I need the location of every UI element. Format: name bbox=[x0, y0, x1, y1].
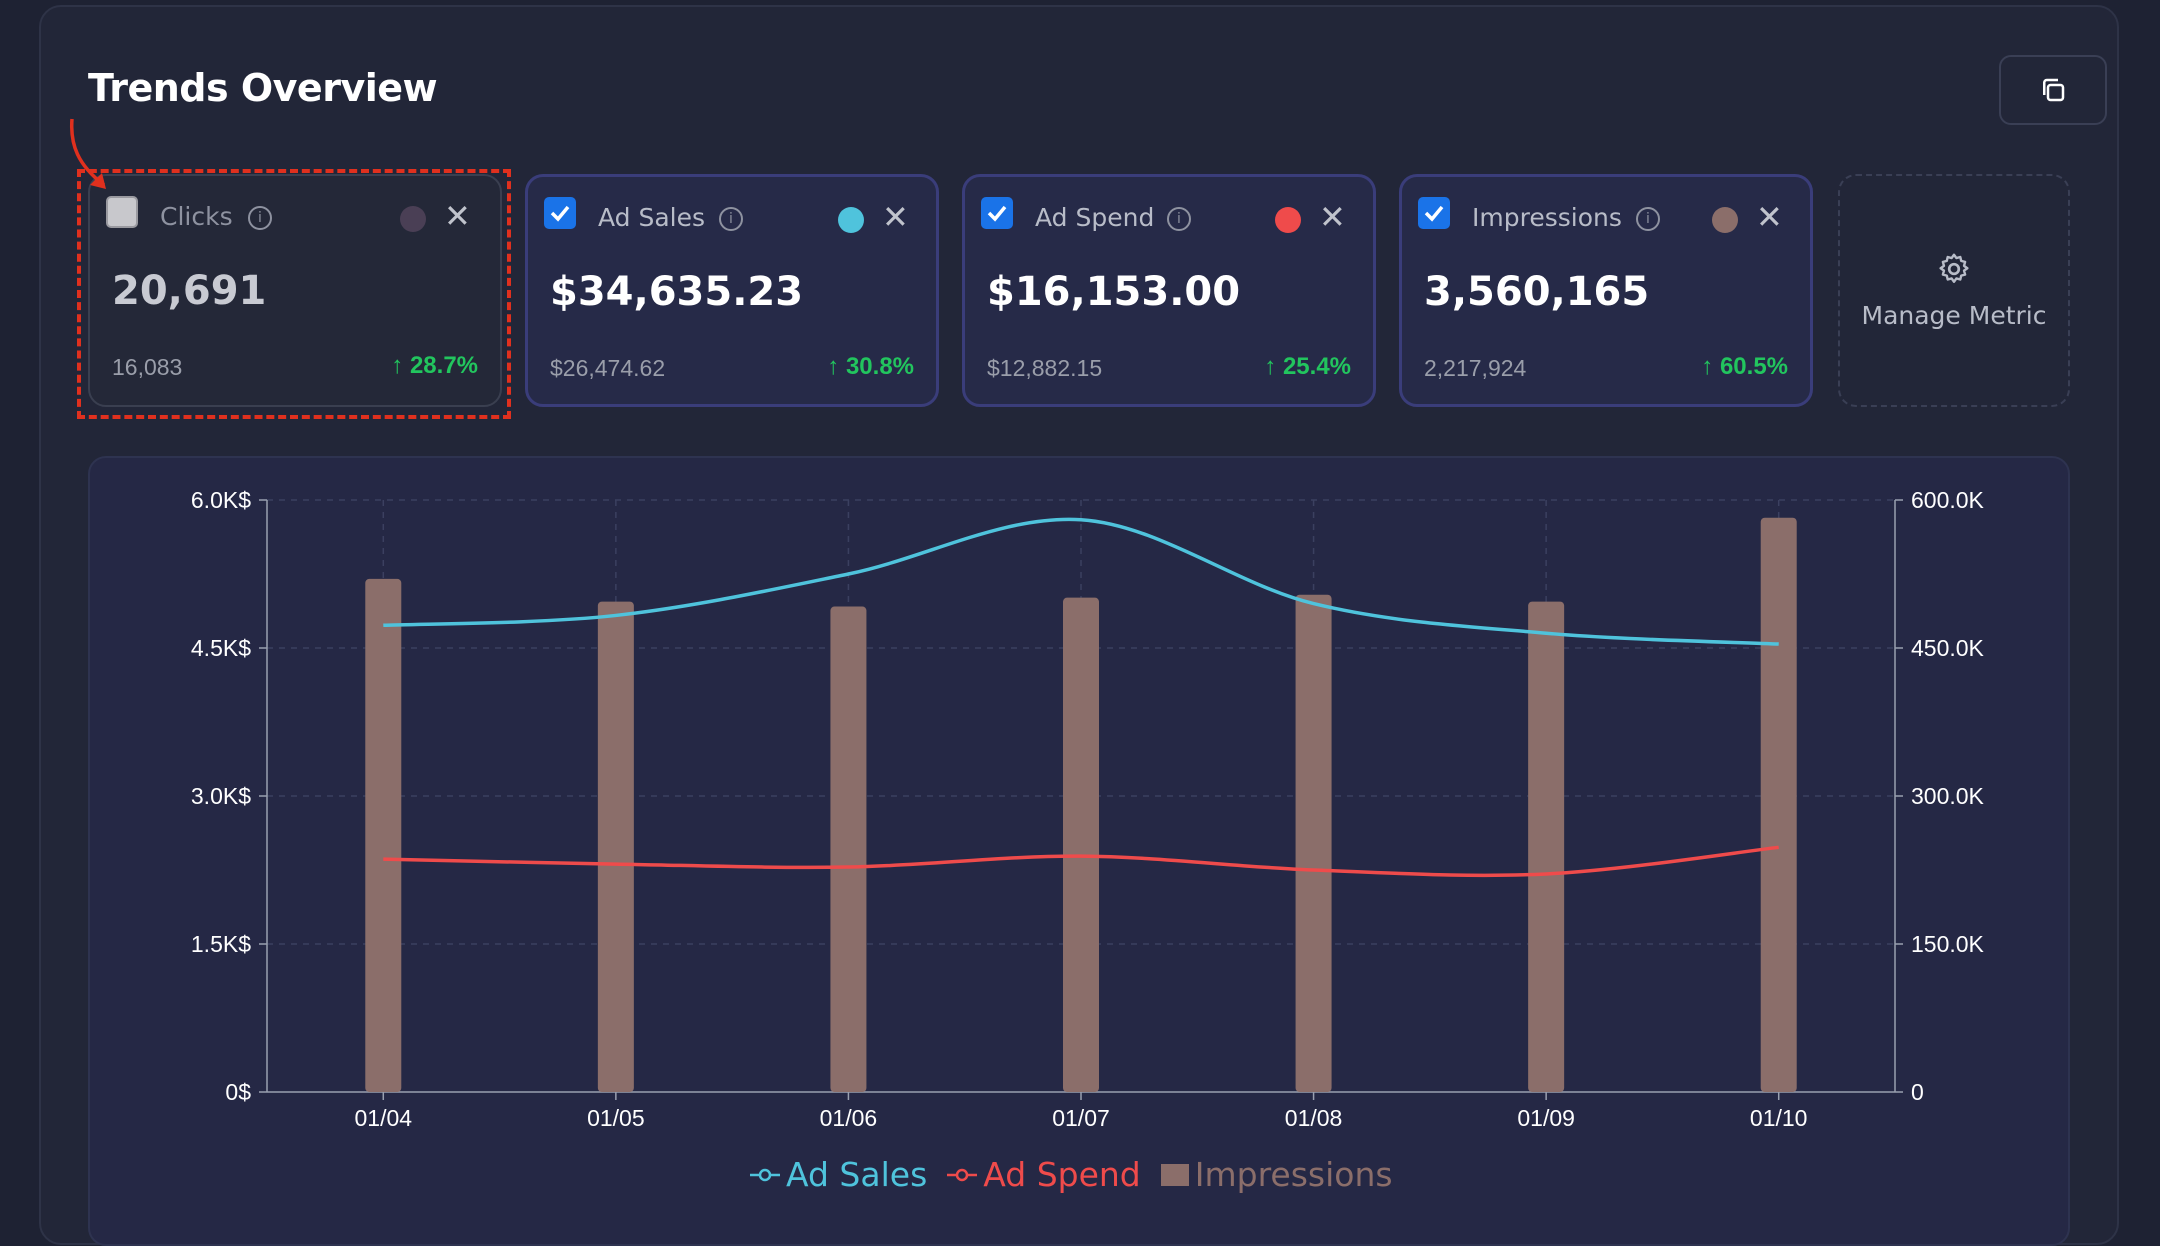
y-right-tick-label: 450.0K bbox=[1911, 635, 1985, 661]
manage-metric-label: Manage Metric bbox=[1861, 301, 2047, 330]
clicks-checkbox[interactable] bbox=[106, 196, 138, 228]
page-title: Trends Overview bbox=[88, 66, 438, 110]
y-right-tick-label: 300.0K bbox=[1911, 783, 1985, 809]
line-marker-icon bbox=[947, 1168, 978, 1181]
metric-previous: 16,083 bbox=[112, 354, 183, 380]
bar-impressions bbox=[1295, 594, 1332, 1092]
series-color-dot bbox=[838, 207, 864, 233]
metric-value: 20,691 bbox=[112, 268, 267, 314]
info-icon[interactable]: i bbox=[1167, 207, 1191, 231]
annotation-arrow bbox=[69, 118, 106, 189]
x-tick-label: 01/08 bbox=[1285, 1105, 1343, 1131]
metric-value: $16,153.00 bbox=[987, 269, 1241, 315]
check-icon bbox=[550, 205, 570, 222]
metric-previous: 2,217,924 bbox=[1424, 355, 1527, 381]
impressions-checkbox[interactable] bbox=[1418, 197, 1450, 229]
legend-item-ad-sales[interactable]: Ad Sales bbox=[750, 1155, 927, 1194]
metric-change: ↑ 30.8% bbox=[827, 353, 914, 380]
close-icon[interactable]: ✕ bbox=[1756, 198, 1783, 236]
bar-impressions bbox=[830, 606, 867, 1092]
x-tick-label: 01/07 bbox=[1052, 1105, 1110, 1131]
bar-impressions bbox=[1760, 517, 1797, 1092]
legend-item-ad-spend[interactable]: Ad Spend bbox=[947, 1155, 1141, 1194]
y-right-tick-label: 600.0K bbox=[1911, 487, 1985, 513]
manage-metric-button[interactable]: Manage Metric bbox=[1838, 174, 2070, 407]
bar-marker-icon bbox=[1160, 1163, 1189, 1186]
x-tick-label: 01/06 bbox=[820, 1105, 878, 1131]
legend-label: Ad Sales bbox=[786, 1155, 928, 1194]
close-icon[interactable]: ✕ bbox=[882, 198, 909, 236]
series-color-dot bbox=[1275, 207, 1301, 233]
metric-change: ↑ 25.4% bbox=[1264, 353, 1351, 380]
metric-card-impressions[interactable]: Impressions i ✕ 3,560,165 2,217,924 ↑ 60… bbox=[1399, 174, 1813, 407]
trends-chart: 0$ 1.5K$ 3.0K$ 4.5K$ 6.0K$ 0 150.0K 300.0K 450.0… bbox=[191, 487, 1985, 1131]
line-ad-spend bbox=[383, 845, 1779, 878]
bar-impressions bbox=[1063, 597, 1099, 1092]
metric-card-ad-spend[interactable]: Ad Spend i ✕ $16,153.00 $12,882.15 ↑ 25.… bbox=[962, 174, 1376, 407]
close-icon[interactable]: ✕ bbox=[444, 197, 471, 235]
x-tick-label: 01/04 bbox=[355, 1105, 413, 1131]
y-right-tick-label: 0 bbox=[1911, 1079, 1924, 1105]
copy-icon bbox=[2043, 78, 2065, 102]
annotation-highlight-box bbox=[77, 169, 511, 419]
bar-impressions bbox=[1528, 601, 1565, 1092]
info-icon[interactable]: i bbox=[1636, 207, 1660, 231]
legend-item-impressions[interactable]: Impressions bbox=[1160, 1155, 1393, 1194]
x-tick-label: 01/09 bbox=[1517, 1105, 1575, 1131]
y-right-tick-label: 150.0K bbox=[1911, 931, 1985, 957]
gear-icon bbox=[1939, 253, 1969, 283]
bar-impressions bbox=[597, 601, 634, 1092]
x-tick-label: 01/10 bbox=[1750, 1105, 1808, 1131]
metric-label: Ad Sales bbox=[598, 203, 706, 232]
y-left-tick-label: 3.0K$ bbox=[191, 783, 251, 809]
check-icon bbox=[1424, 205, 1444, 222]
y-left-tick-label: 0$ bbox=[225, 1079, 251, 1105]
metric-change: ↑ 28.7% bbox=[391, 352, 478, 379]
metric-previous: $12,882.15 bbox=[987, 355, 1103, 381]
line-ad-sales bbox=[383, 517, 1779, 646]
metric-label: Clicks bbox=[160, 202, 233, 231]
ad-sales-checkbox[interactable] bbox=[544, 197, 576, 229]
line-marker-icon bbox=[750, 1168, 780, 1181]
legend-label: Impressions bbox=[1194, 1155, 1393, 1194]
copy-button[interactable] bbox=[1999, 55, 2107, 125]
check-icon bbox=[987, 205, 1007, 222]
y-left-tick-label: 1.5K$ bbox=[191, 931, 251, 957]
metric-label: Impressions bbox=[1472, 203, 1622, 232]
chart-area: 0$ 1.5K$ 3.0K$ 4.5K$ 6.0K$ 0 150.0K 300.0K 450.0… bbox=[88, 456, 2070, 1246]
series-color-dot bbox=[1712, 207, 1738, 233]
metric-value: $34,635.23 bbox=[550, 269, 804, 315]
metric-card-clicks[interactable]: Clicks i ✕ 20,691 16,083 ↑ 28.7% bbox=[88, 174, 502, 407]
ad-spend-checkbox[interactable] bbox=[981, 197, 1013, 229]
y-left-tick-label: 4.5K$ bbox=[191, 635, 251, 661]
x-tick-label: 01/05 bbox=[587, 1105, 645, 1131]
metric-card-ad-sales[interactable]: Ad Sales i ✕ $34,635.23 $26,474.62 ↑ 30.… bbox=[525, 174, 939, 407]
bar-impressions bbox=[365, 578, 402, 1092]
y-left-tick-label: 6.0K$ bbox=[191, 487, 251, 513]
legend-label: Ad Spend bbox=[983, 1155, 1141, 1194]
metric-previous: $26,474.62 bbox=[550, 355, 666, 381]
chart-legend: Ad Sales Ad Spend Impressions bbox=[750, 1155, 1393, 1194]
info-icon[interactable]: i bbox=[248, 206, 272, 230]
metric-value: 3,560,165 bbox=[1424, 269, 1650, 315]
series-color-dot bbox=[400, 206, 426, 232]
metric-change: ↑ 60.5% bbox=[1701, 353, 1788, 380]
close-icon[interactable]: ✕ bbox=[1319, 198, 1346, 236]
info-icon[interactable]: i bbox=[719, 207, 743, 231]
metric-label: Ad Spend bbox=[1035, 203, 1155, 232]
